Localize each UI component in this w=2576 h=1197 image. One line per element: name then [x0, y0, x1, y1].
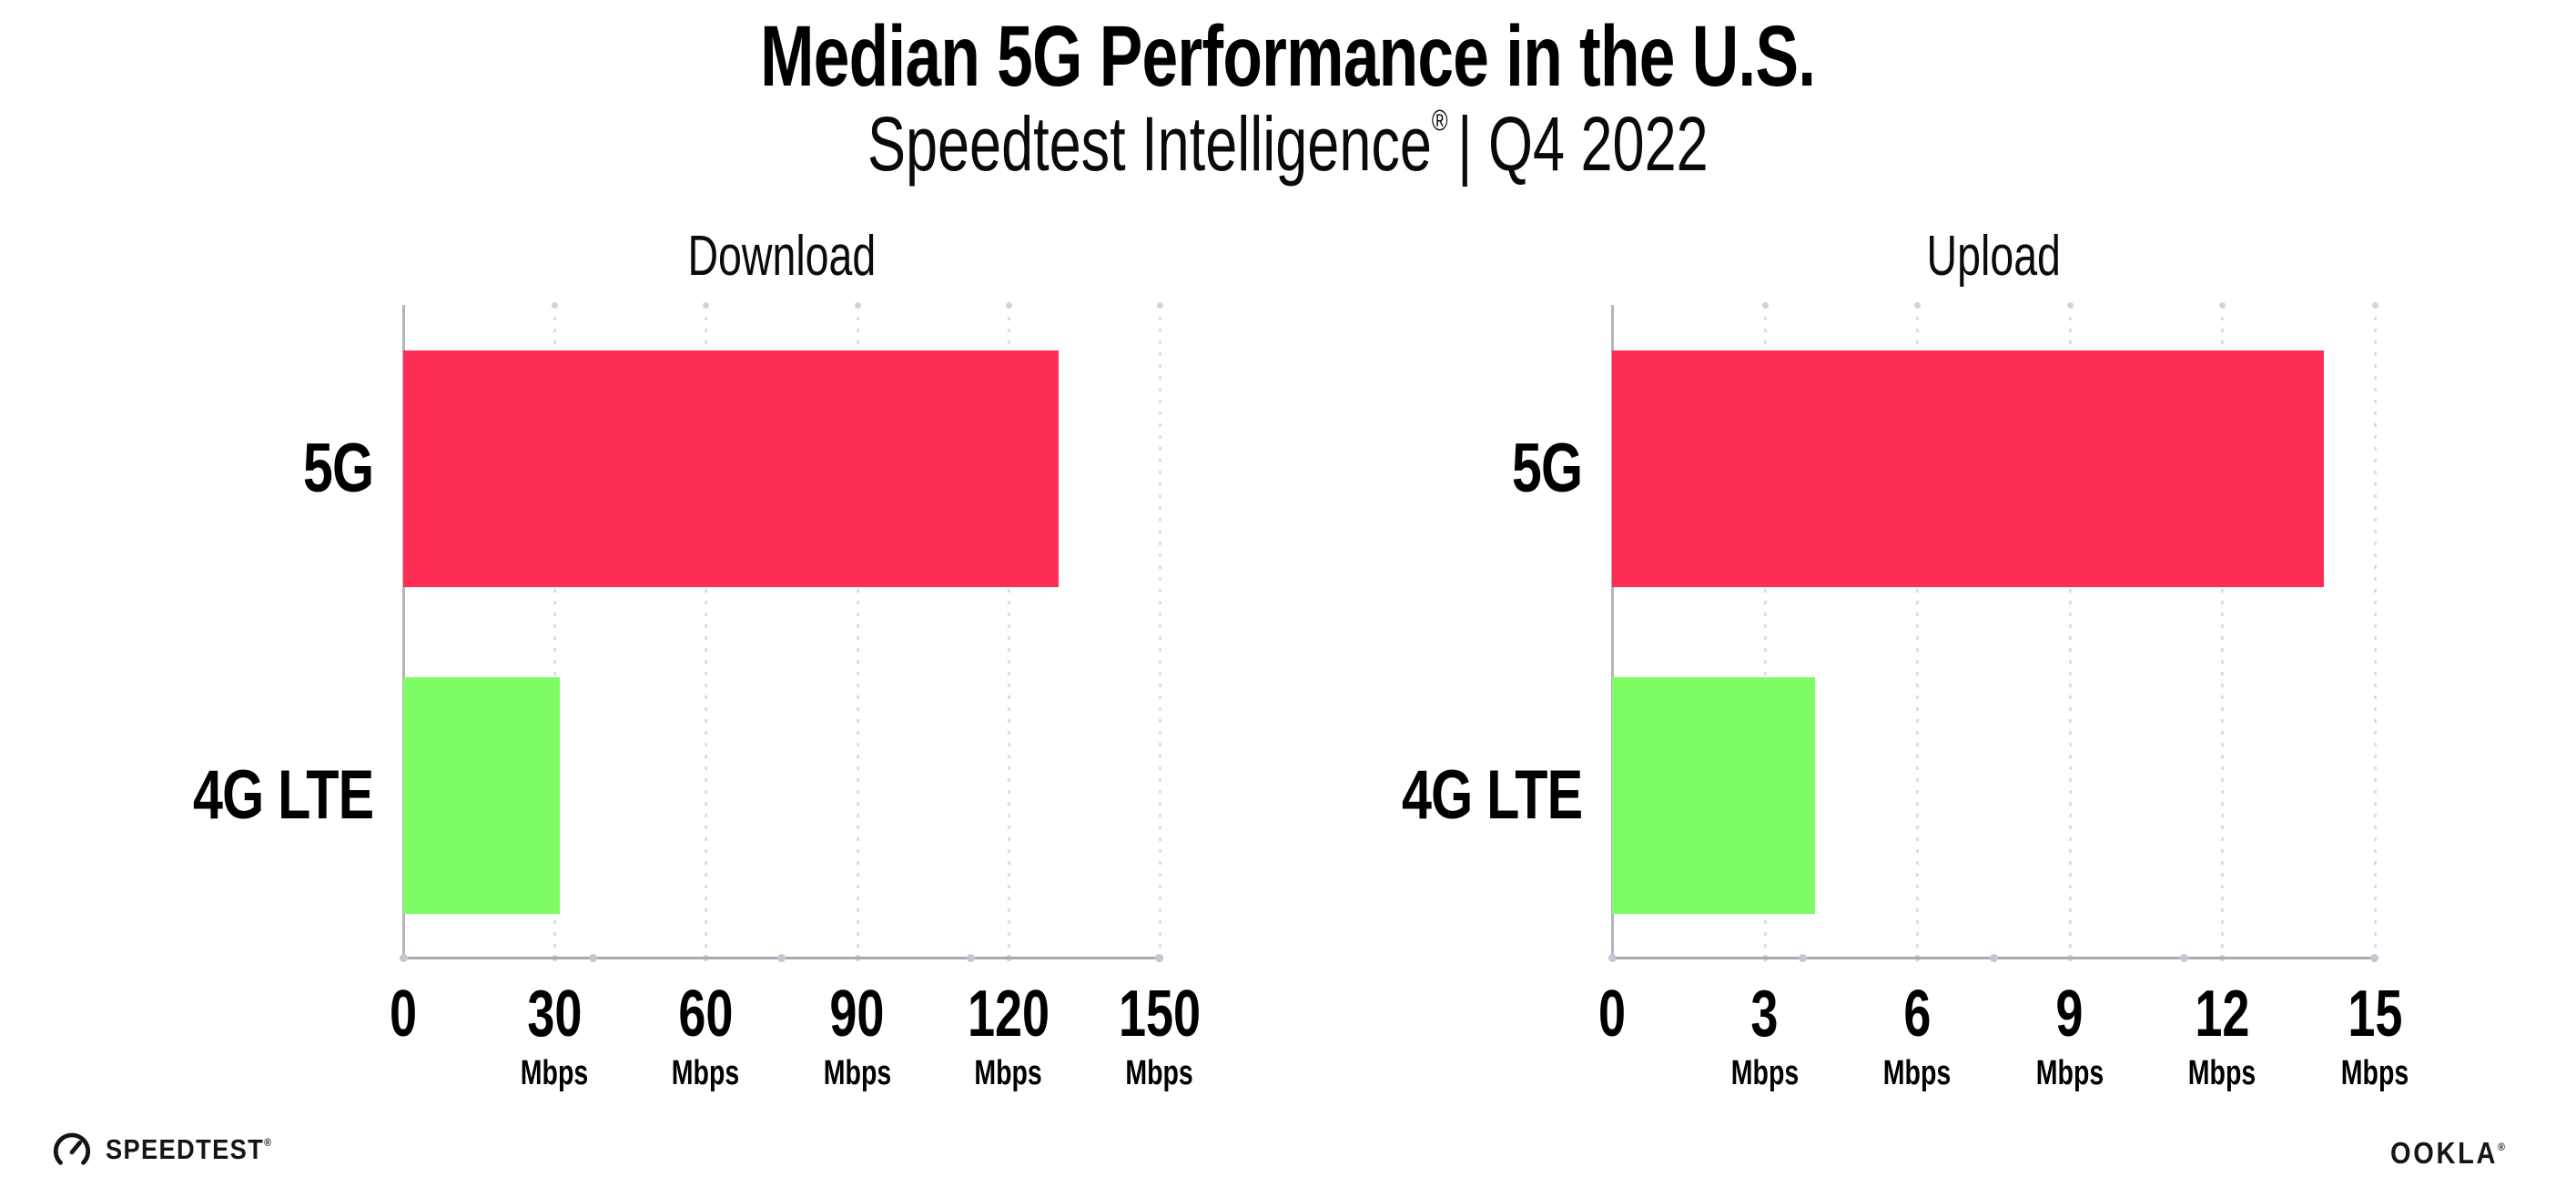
speedtest-gauge-icon — [53, 1132, 91, 1165]
bar-5g-upload — [1612, 350, 2325, 587]
download-plot-area — [400, 302, 1163, 962]
tick-label: 3 Mbps — [1730, 978, 1799, 1092]
axis-dots — [1608, 954, 2378, 962]
tick-label: 9 Mbps — [2035, 978, 2104, 1092]
ookla-logo: OOKLA® — [2390, 1136, 2523, 1171]
gridline — [1157, 302, 1163, 961]
registered-mark: ® — [2498, 1141, 2508, 1153]
category-label-5g-upload: 5G — [1511, 430, 1582, 507]
subtitle-brand: Speedtest Intelligence — [867, 101, 1433, 187]
y-axis-line — [402, 305, 405, 959]
axis-dot — [1155, 954, 1163, 962]
download-x-axis-ticks: 0 30 Mbps 60 Mbps 90 Mbps 120 Mbps 150 Mbps — [390, 978, 1201, 1127]
axis-dot — [588, 954, 597, 962]
registered-mark: ® — [1432, 104, 1448, 137]
y-axis-line — [1611, 305, 1614, 959]
category-label-4g-lte-upload: 4G LTE — [1401, 756, 1583, 834]
axis-dot — [777, 954, 786, 962]
page-subtitle: Speedtest Intelligence® | Q4 2022 — [0, 100, 2576, 188]
tick-label: 15 Mbps — [2340, 978, 2409, 1092]
axis-dot — [1608, 954, 1617, 962]
axis-dot — [1989, 954, 1998, 962]
bar-5g-download — [403, 350, 1060, 587]
upload-x-axis-ticks: 0 3 Mbps 6 Mbps 9 Mbps 12 Mbps 15 Mbps — [1598, 978, 2409, 1127]
category-label-5g-download: 5G — [302, 430, 373, 507]
tick-label: 30 Mbps — [520, 978, 589, 1092]
axis-dot — [400, 954, 408, 962]
download-chart-title: Download — [687, 225, 876, 288]
tick-label: 120 Mbps — [967, 978, 1050, 1092]
subtitle-period: | Q4 2022 — [1457, 101, 1709, 187]
bar-4g-lte-download — [403, 677, 560, 914]
ookla-wordmark: OOKLA® — [2389, 1136, 2508, 1170]
axis-dots — [400, 954, 1163, 962]
axis-dot — [2179, 954, 2188, 962]
page-title: Median 5G Performance in the U.S. — [0, 9, 2576, 105]
tick-label: 12 Mbps — [2188, 978, 2257, 1092]
registered-mark: ® — [264, 1136, 273, 1149]
tick-label: 6 Mbps — [1882, 978, 1952, 1092]
tick-label: 150 Mbps — [1118, 978, 1202, 1092]
axis-dot — [2370, 954, 2378, 962]
bar-4g-lte-upload — [1612, 677, 1816, 914]
tick-label: 0 — [389, 978, 418, 1050]
page-title-text: Median 5G Performance in the U.S. — [760, 8, 1816, 105]
upload-plot-area — [1608, 302, 2378, 962]
category-label-4g-lte-download: 4G LTE — [192, 756, 374, 834]
tick-label: 60 Mbps — [672, 978, 740, 1092]
upload-chart-title: Upload — [1926, 225, 2061, 288]
page-subtitle-text: Speedtest Intelligence® | Q4 2022 — [867, 100, 1709, 188]
gridline — [2372, 302, 2378, 961]
axis-dot — [966, 954, 975, 962]
tick-label: 90 Mbps — [823, 978, 891, 1092]
speedtest-logo: SPEEDTEST® — [51, 1129, 295, 1171]
tick-label: 0 — [1597, 978, 1627, 1050]
axis-dot — [1799, 954, 1808, 962]
speedtest-wordmark: SPEEDTEST® — [106, 1133, 273, 1165]
